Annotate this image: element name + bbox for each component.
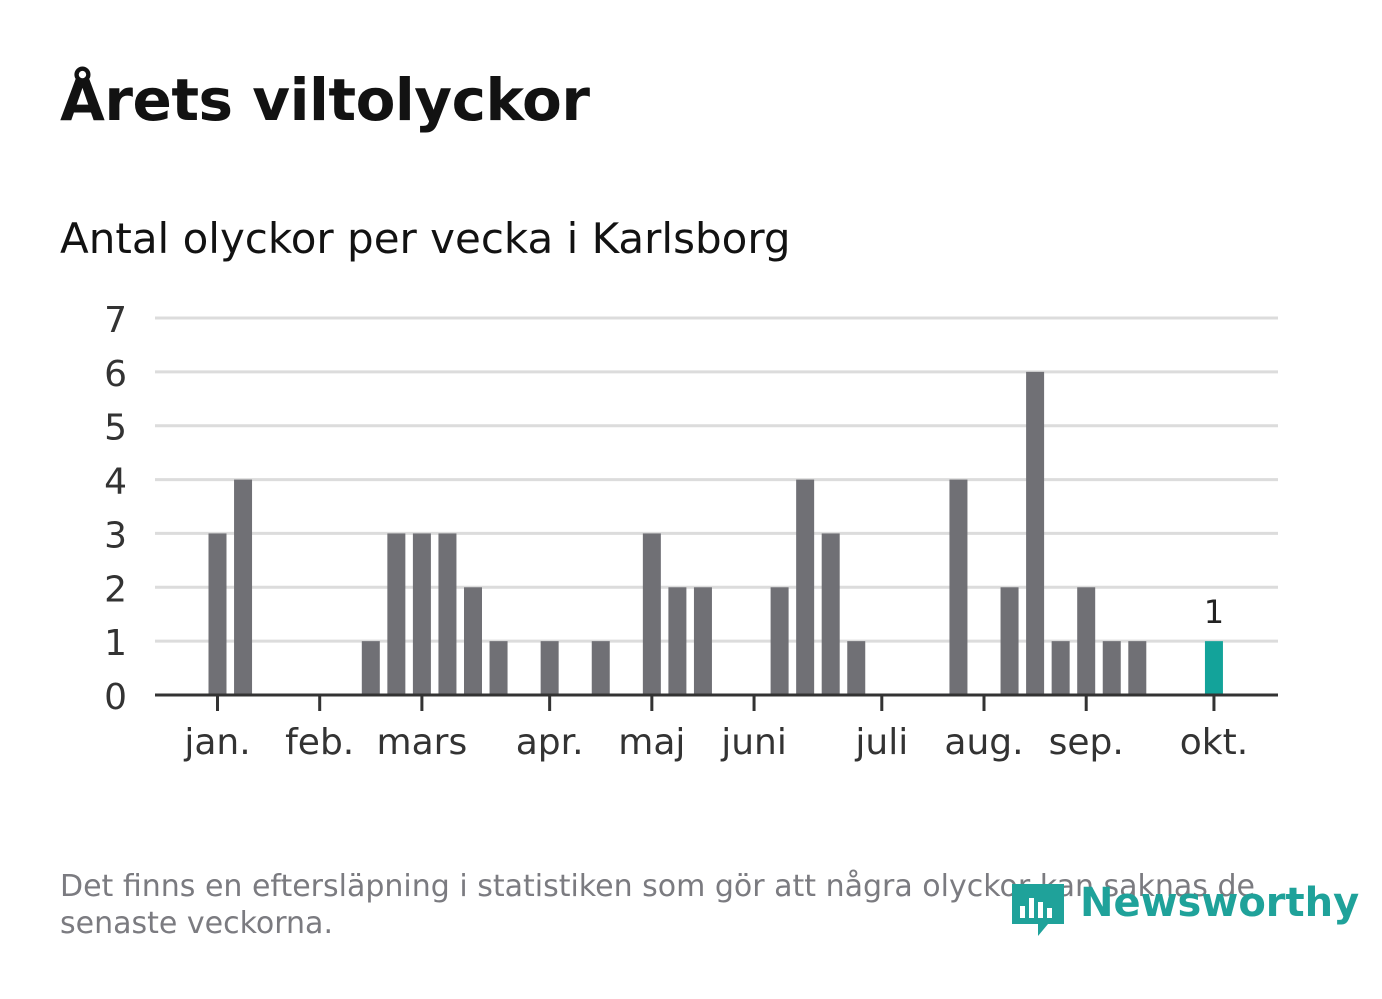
x-tick-label: juli [854, 722, 908, 763]
y-tick-label: 6 [104, 354, 127, 395]
x-tick-label: feb. [285, 722, 354, 763]
bar [361, 641, 380, 695]
bar [208, 533, 227, 695]
bar-chart: 1 0 1 2 3 4 5 6 7 jan. feb. mars apr. maj juni juli aug… [104, 300, 1278, 763]
bar [693, 587, 712, 695]
bar [234, 479, 253, 695]
x-tick-label: apr. [516, 722, 584, 763]
bars: 1 [208, 371, 1224, 695]
bar [412, 533, 431, 695]
x-tick-label: mars [377, 722, 468, 763]
newsworthy-logo-text: Newsworthy [1080, 880, 1360, 926]
chart-subtitle: Antal olyckor per vecka i Karlsborg [60, 214, 791, 263]
bar [770, 587, 789, 695]
bar [464, 587, 482, 695]
bar [1051, 641, 1070, 695]
data-label: 1 [1204, 593, 1224, 631]
gridlines [155, 316, 1278, 643]
bar [1102, 641, 1121, 695]
x-tick-label: maj [618, 722, 685, 763]
y-tick-label: 1 [104, 623, 127, 664]
y-tick-label: 7 [104, 300, 127, 341]
x-tick-label: jan. [183, 722, 250, 763]
y-tick-label: 0 [104, 677, 127, 718]
bar [1026, 371, 1045, 695]
axes: 0 1 2 3 4 5 6 7 jan. feb. mars apr. maj juni juli aug. s… [104, 300, 1278, 763]
bar [1000, 587, 1019, 695]
bar [387, 533, 406, 695]
bar [489, 641, 508, 695]
y-tick-label: 5 [104, 408, 127, 449]
x-tick-label: sep. [1049, 722, 1124, 763]
x-tick-label: aug. [944, 722, 1023, 763]
bar [668, 587, 687, 695]
bar [642, 533, 661, 695]
y-tick-label: 2 [104, 569, 127, 610]
bar [847, 641, 866, 695]
bar [591, 641, 610, 695]
y-tick-label: 3 [104, 515, 127, 556]
newsworthy-logo: Newsworthy [1008, 878, 1359, 944]
x-tick-label: juni [720, 722, 787, 763]
bar [821, 533, 840, 695]
bar [949, 479, 968, 695]
bar [540, 641, 559, 695]
bar [1128, 641, 1147, 695]
newsworthy-logo-icon [1012, 884, 1064, 936]
x-tick-label: okt. [1180, 722, 1248, 763]
bar-highlight [1204, 641, 1223, 695]
bar [796, 479, 815, 695]
y-tick-label: 4 [104, 462, 127, 503]
chart-title: Årets viltolyckor [60, 66, 590, 134]
bar [1077, 587, 1096, 695]
bar [438, 533, 457, 695]
